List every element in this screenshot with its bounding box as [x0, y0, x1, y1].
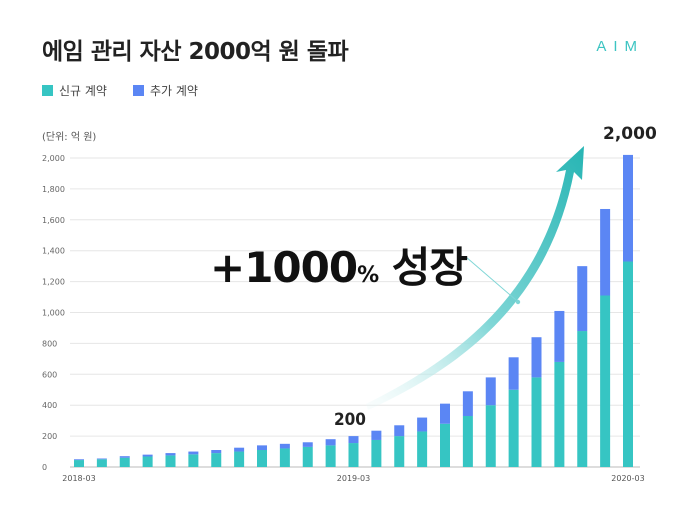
bar-segment-additional	[211, 450, 222, 454]
chart-title: 에임 관리 자산 2000억 원 돌파	[42, 39, 349, 65]
bar-segment-additional	[165, 453, 176, 456]
growth-percent: %	[357, 263, 379, 288]
bar-segment-additional	[440, 403, 450, 424]
y-tick-label: 600	[42, 370, 57, 379]
y-tick-label: 400	[42, 401, 57, 410]
bar-segment-new	[577, 331, 588, 467]
brand-logo: AIM	[596, 38, 644, 55]
bar-segment-additional	[600, 208, 611, 296]
bar-segment-additional	[119, 456, 130, 458]
bar-segment-additional	[234, 447, 245, 452]
y-tick-label: 1,800	[42, 185, 65, 194]
bar-segment-new	[440, 423, 450, 467]
bar-segment-additional	[279, 443, 290, 449]
bar-segment-new	[74, 460, 84, 467]
bar-segment-new	[508, 389, 519, 467]
y-tick-label: 1,600	[42, 216, 65, 225]
bar-segment-additional	[508, 357, 519, 390]
x-tick-labels: 2018-03 2019-03 2020-03	[62, 474, 644, 483]
bar-segment-new	[325, 445, 336, 467]
legend-swatch-new	[42, 85, 53, 96]
bar-segment-additional	[623, 154, 633, 262]
bar-segment-additional	[417, 417, 428, 432]
legend-item-new: 신규 계약	[42, 82, 107, 99]
x-tick-label: 2018-03	[62, 474, 95, 483]
bar-segment-additional	[485, 377, 496, 406]
y-tick-label: 0	[42, 463, 47, 472]
callout-pointer	[465, 256, 521, 305]
bar-segment-new	[119, 457, 130, 467]
bar-segment-new	[188, 454, 199, 467]
bar-segment-new	[165, 455, 176, 467]
bar-segment-additional	[462, 391, 473, 417]
growth-number: +1000	[210, 243, 358, 292]
bar-segment-new	[485, 405, 496, 467]
bar-segment-new	[302, 446, 313, 467]
bar-segment-additional	[577, 266, 588, 332]
bar-segment-additional	[325, 439, 336, 446]
bar-segment-new	[462, 416, 473, 467]
start-value-label: 200	[334, 410, 366, 430]
legend-label-new: 신규 계약	[59, 84, 107, 98]
bar-segment-new	[417, 431, 428, 467]
bar-segment-additional	[96, 458, 107, 460]
bar-segment-new	[623, 261, 633, 467]
bar-segment-additional	[257, 445, 267, 451]
bar-segment-additional	[74, 459, 84, 461]
unit-label: (단위: 억 원)	[42, 132, 97, 143]
bars	[74, 154, 633, 467]
bar-segment-new	[279, 448, 290, 467]
y-tick-label: 2,000	[42, 154, 65, 163]
bar-segment-new	[211, 453, 222, 467]
bar-segment-new	[257, 450, 267, 467]
grid-lines	[70, 157, 640, 468]
bar-segment-additional	[302, 442, 313, 447]
legend-swatch-additional	[132, 85, 144, 96]
bar-segment-new	[96, 459, 107, 467]
legend: 신규 계약 추가 계약	[42, 82, 198, 99]
y-tick-label: 1,400	[42, 247, 65, 256]
bar-segment-new	[600, 295, 611, 467]
bar-segment-new	[554, 361, 565, 467]
bar-segment-new	[394, 436, 405, 467]
y-tick-label: 800	[42, 339, 57, 348]
bar-segment-new	[348, 443, 359, 467]
growth-word: 성장	[391, 243, 468, 292]
y-tick-label: 1,000	[42, 309, 65, 318]
x-tick-label: 2019-03	[337, 474, 370, 483]
bar-segment-additional	[188, 451, 199, 455]
bar-segment-new	[371, 439, 382, 467]
bar-segment-new	[531, 377, 542, 467]
growth-callout: +1000% 성장	[210, 234, 468, 295]
x-tick-label: 2020-03	[611, 474, 644, 483]
bar-segment-additional	[554, 310, 565, 362]
legend-label-additional: 추가 계약	[149, 84, 198, 98]
y-tick-labels: 0 200 400 600 800 1,000 1,200 1,400 1,600 1,800 2,…	[42, 154, 65, 472]
y-tick-label: 1,200	[42, 278, 65, 287]
bar-segment-new	[234, 451, 245, 467]
bar-segment-additional	[394, 425, 405, 437]
bar-segment-additional	[531, 337, 542, 378]
y-tick-label: 200	[42, 432, 57, 441]
end-value-label: 2,000	[603, 124, 657, 144]
bar-segment-additional	[371, 430, 382, 440]
legend-item-additional: 추가 계약	[132, 82, 198, 99]
bar-segment-additional	[142, 454, 153, 457]
bar-segment-additional	[348, 436, 359, 444]
bar-segment-new	[142, 456, 153, 467]
